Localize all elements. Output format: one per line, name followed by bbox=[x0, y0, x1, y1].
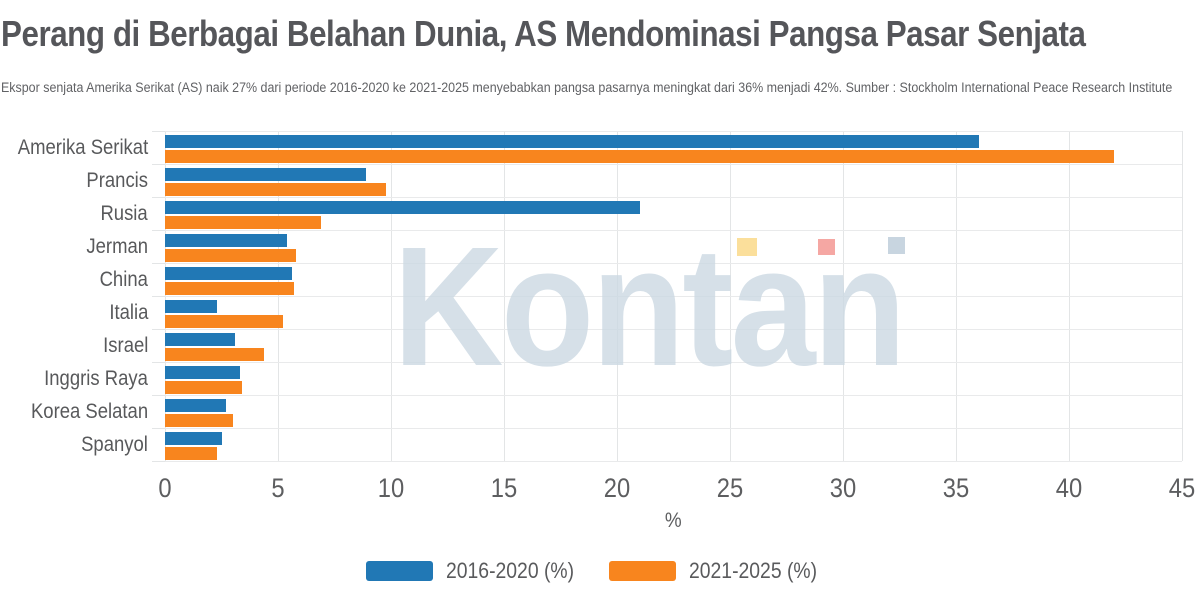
chart-row: Italia bbox=[109, 297, 1182, 330]
y-axis-tick bbox=[152, 395, 165, 396]
y-axis-tick bbox=[152, 296, 165, 297]
bar-2016-2020 bbox=[165, 234, 288, 247]
plot-area: Amerika Serikat Prancis Rusia Jerman China It… bbox=[18, 131, 1183, 462]
bar-2021-2025 bbox=[165, 447, 217, 460]
x-tick-label: 30 bbox=[829, 473, 857, 503]
bar-2016-2020 bbox=[165, 201, 640, 214]
category-label: Spanyol bbox=[81, 433, 148, 456]
chart-row: Spanyol bbox=[81, 429, 1182, 462]
category-label: Israel bbox=[102, 334, 148, 357]
x-tick-label: 25 bbox=[716, 473, 744, 503]
x-axis-title: % bbox=[665, 509, 682, 532]
bar-2016-2020 bbox=[165, 432, 222, 445]
legend-item: 2016-2020 (%) bbox=[365, 558, 592, 584]
chart-row: China bbox=[100, 264, 1182, 297]
category-label-box: Prancis bbox=[78, 165, 148, 197]
y-axis-tick bbox=[152, 461, 165, 462]
x-axis-ticks: 0 5 10 15 20 25 30 35 40 45 bbox=[158, 461, 1195, 506]
legend-item: 2021-2025 (%) bbox=[608, 558, 835, 584]
x-axis-title-box: % bbox=[165, 509, 1182, 533]
y-axis-tick bbox=[152, 362, 165, 363]
bar-2021-2025 bbox=[165, 216, 321, 229]
y-axis-tick bbox=[152, 329, 165, 330]
legend: 2016-2020 (%) 2021-2025 (%) bbox=[0, 557, 1200, 585]
y-axis-tick bbox=[152, 428, 165, 429]
watermark-gray-square bbox=[888, 237, 905, 254]
category-label: Amerika Serikat bbox=[17, 136, 148, 159]
bar-rows: Amerika Serikat Prancis Rusia Jerman China It… bbox=[18, 131, 1182, 462]
category-label: Prancis bbox=[86, 169, 148, 192]
category-label-box: Korea Selatan bbox=[15, 396, 148, 428]
category-label-box: Italia bbox=[104, 297, 148, 329]
chart-row: Jerman bbox=[86, 231, 1182, 264]
y-axis-tick bbox=[152, 197, 165, 198]
chart-row: Rusia bbox=[101, 198, 1182, 231]
bar-2021-2025 bbox=[165, 348, 265, 361]
bar-2021-2025 bbox=[165, 150, 1115, 163]
y-axis-tick bbox=[152, 164, 165, 165]
category-label-box: Inggris Raya bbox=[30, 363, 148, 395]
legend-swatch bbox=[365, 561, 433, 581]
chart-row: Amerika Serikat bbox=[18, 132, 1182, 165]
page-title: Perang di Berbagai Belahan Dunia, AS Men… bbox=[1, 13, 1086, 54]
bar-2021-2025 bbox=[165, 414, 233, 427]
bar-2016-2020 bbox=[165, 168, 367, 181]
category-label: Korea Selatan bbox=[30, 400, 148, 423]
category-label: Rusia bbox=[100, 202, 148, 225]
bar-2016-2020 bbox=[165, 333, 236, 346]
category-label-box: Spanyol bbox=[72, 429, 148, 461]
x-tick-label: 15 bbox=[490, 473, 518, 503]
category-label-box: Israel bbox=[97, 330, 148, 362]
category-label: Jerman bbox=[86, 235, 148, 258]
x-tick-label: 35 bbox=[942, 473, 970, 503]
category-label-box: Amerika Serikat bbox=[0, 132, 148, 164]
chart-subtitle: Ekspor senjata Amerika Serikat (AS) naik… bbox=[1, 80, 1173, 95]
bar-2021-2025 bbox=[165, 315, 283, 328]
legend-swatch bbox=[608, 561, 676, 581]
x-tick-label: 20 bbox=[603, 473, 631, 503]
category-label: China bbox=[99, 268, 148, 291]
legend-label: 2021-2025 (%) bbox=[688, 558, 817, 583]
y-axis-tick bbox=[152, 230, 165, 231]
chart-row: Korea Selatan bbox=[31, 396, 1182, 429]
bar-2016-2020 bbox=[165, 366, 240, 379]
bar-2016-2020 bbox=[165, 399, 227, 412]
bar-2016-2020 bbox=[165, 300, 217, 313]
x-tick-label: 5 bbox=[271, 473, 285, 503]
category-label: Italia bbox=[108, 301, 148, 324]
bar-2021-2025 bbox=[165, 381, 242, 394]
chart-row: Prancis bbox=[86, 165, 1182, 198]
bar-2016-2020 bbox=[165, 135, 979, 148]
legend-label: 2016-2020 (%) bbox=[445, 558, 575, 583]
bar-2021-2025 bbox=[165, 183, 387, 196]
bar-2016-2020 bbox=[165, 267, 292, 280]
x-tick-label: 10 bbox=[377, 473, 405, 503]
chart-row: Inggris Raya bbox=[44, 363, 1182, 396]
bar-2021-2025 bbox=[165, 249, 297, 262]
category-label: Inggris Raya bbox=[44, 367, 148, 390]
category-label-box: Jerman bbox=[78, 231, 148, 263]
y-axis-tick bbox=[152, 131, 165, 132]
category-label-box: Rusia bbox=[94, 198, 148, 230]
category-label-box: China bbox=[93, 264, 148, 296]
x-tick-label: 40 bbox=[1055, 473, 1083, 503]
chart-row: Israel bbox=[103, 330, 1182, 363]
x-tick-label: 0 bbox=[158, 473, 172, 503]
watermark-yellow-square bbox=[737, 238, 757, 256]
watermark-red-square bbox=[818, 239, 835, 255]
x-tick-label: 45 bbox=[1168, 473, 1196, 503]
y-axis-tick bbox=[152, 263, 165, 264]
vertical-gridline bbox=[1182, 131, 1183, 461]
bar-2021-2025 bbox=[165, 282, 294, 295]
